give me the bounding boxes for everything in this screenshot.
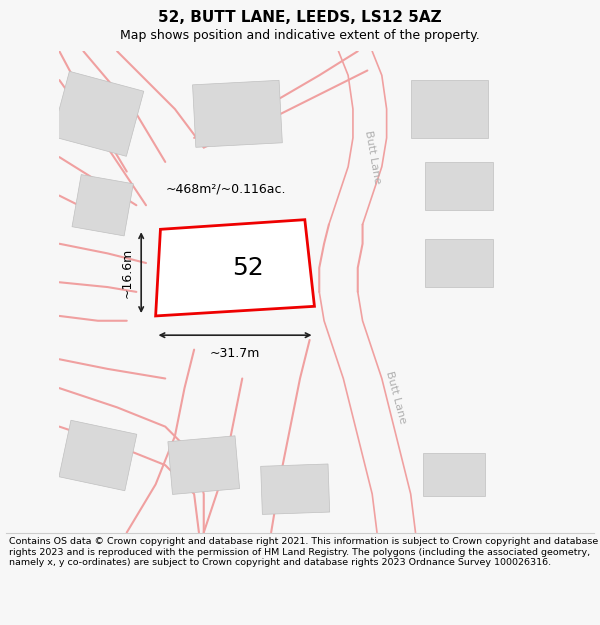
Text: ~468m²/~0.116ac.: ~468m²/~0.116ac. [165, 182, 286, 196]
Text: ~16.6m: ~16.6m [121, 248, 134, 298]
Polygon shape [59, 420, 137, 491]
Polygon shape [155, 219, 314, 316]
Polygon shape [425, 162, 493, 210]
Text: Contains OS data © Crown copyright and database right 2021. This information is : Contains OS data © Crown copyright and d… [9, 538, 598, 567]
Text: Map shows position and indicative extent of the property.: Map shows position and indicative extent… [120, 29, 480, 42]
Text: Butt Lane: Butt Lane [385, 371, 408, 425]
Polygon shape [260, 464, 329, 514]
Polygon shape [410, 80, 488, 138]
Polygon shape [72, 174, 133, 236]
Text: Butt Lane: Butt Lane [362, 129, 382, 184]
Polygon shape [425, 239, 493, 287]
Text: 52: 52 [232, 256, 264, 280]
Polygon shape [198, 248, 267, 308]
Polygon shape [52, 71, 144, 156]
Text: 52, BUTT LANE, LEEDS, LS12 5AZ: 52, BUTT LANE, LEEDS, LS12 5AZ [158, 10, 442, 25]
Polygon shape [168, 436, 239, 494]
Text: ~31.7m: ~31.7m [210, 348, 260, 360]
Polygon shape [423, 453, 485, 496]
Polygon shape [193, 80, 283, 148]
